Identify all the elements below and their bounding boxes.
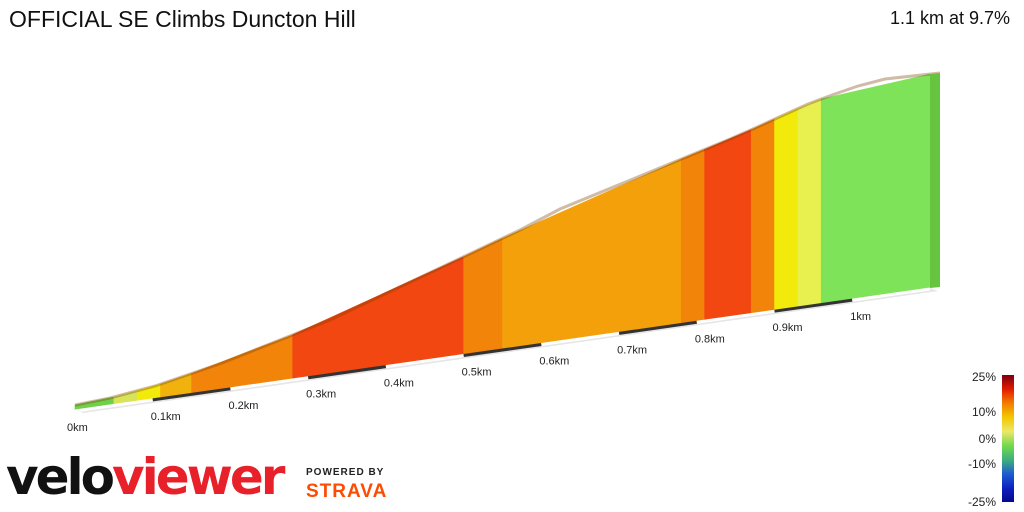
distance-axis-stripe	[230, 376, 309, 391]
gradient-legend-label: -10%	[968, 457, 996, 471]
distance-tick-label: 0.3km	[306, 389, 336, 401]
distance-tick-label: 0.6km	[539, 355, 569, 367]
gradient-legend-bar	[1002, 375, 1014, 502]
distance-axis-stripe	[541, 331, 620, 346]
distance-axis-stripe	[463, 342, 542, 358]
distance-tick-label: 0.9km	[773, 322, 803, 334]
distance-axis-stripe	[696, 309, 775, 324]
distance-tick-label: 0.7km	[617, 344, 647, 356]
profile-segment	[680, 149, 705, 324]
profile-segment	[774, 108, 799, 311]
distance-axis-stripe	[152, 387, 231, 402]
distance-tick-label: 0.8km	[695, 333, 725, 345]
distance-axis-stripe	[385, 354, 464, 369]
distance-axis	[74, 287, 938, 413]
distance-tick-label: 0.4km	[384, 378, 414, 390]
gradient-legend-label: -25%	[968, 495, 996, 509]
profile-segment	[820, 73, 931, 304]
powered-by-label: POWERED BY	[306, 467, 385, 478]
profile-end-face	[930, 73, 940, 288]
distance-axis-stripe	[74, 398, 153, 413]
gradient-legend-label: 10%	[972, 405, 996, 419]
distance-tick-label: 1km	[850, 311, 871, 323]
profile-segment	[502, 158, 682, 350]
distance-axis-stripe	[307, 365, 387, 380]
profile-segment	[704, 129, 752, 321]
distance-tick-label: 0.1km	[151, 411, 181, 423]
distance-tick-label: 0.2km	[228, 400, 258, 412]
page-title: OFFICIAL SE Climbs Duncton Hill	[9, 6, 356, 32]
climb-summary: 1.1 km at 9.7%	[889, 8, 1010, 28]
profile-top-edge	[74, 71, 941, 407]
gradient-legend-label: 25%	[972, 370, 996, 384]
profile-segment	[463, 237, 503, 355]
gradient-legend-label: 0%	[979, 432, 997, 446]
gradient-legend: 25% 10% 0% -10% -25%	[968, 370, 1014, 509]
powered-by-strava[interactable]: POWERED BY STRAVA	[306, 467, 387, 503]
profile-segments	[74, 71, 941, 411]
veloviewer-logo[interactable]: veloviewer	[6, 448, 285, 506]
strava-logo: STRAVA	[306, 481, 388, 502]
distance-tick-label: 0.5km	[462, 367, 492, 379]
distance-tick-labels: 0km 0.1km 0.2km 0.3km 0.4km 0.5km 0.6km 0.7km 0.…	[67, 311, 871, 434]
distance-axis-stripe	[852, 287, 931, 302]
profile-segment	[750, 118, 775, 314]
distance-axis-stripe	[774, 298, 853, 313]
distance-axis-stripe	[618, 320, 698, 335]
distance-tick-label: 0km	[67, 422, 88, 434]
profile-segment	[797, 98, 822, 308]
